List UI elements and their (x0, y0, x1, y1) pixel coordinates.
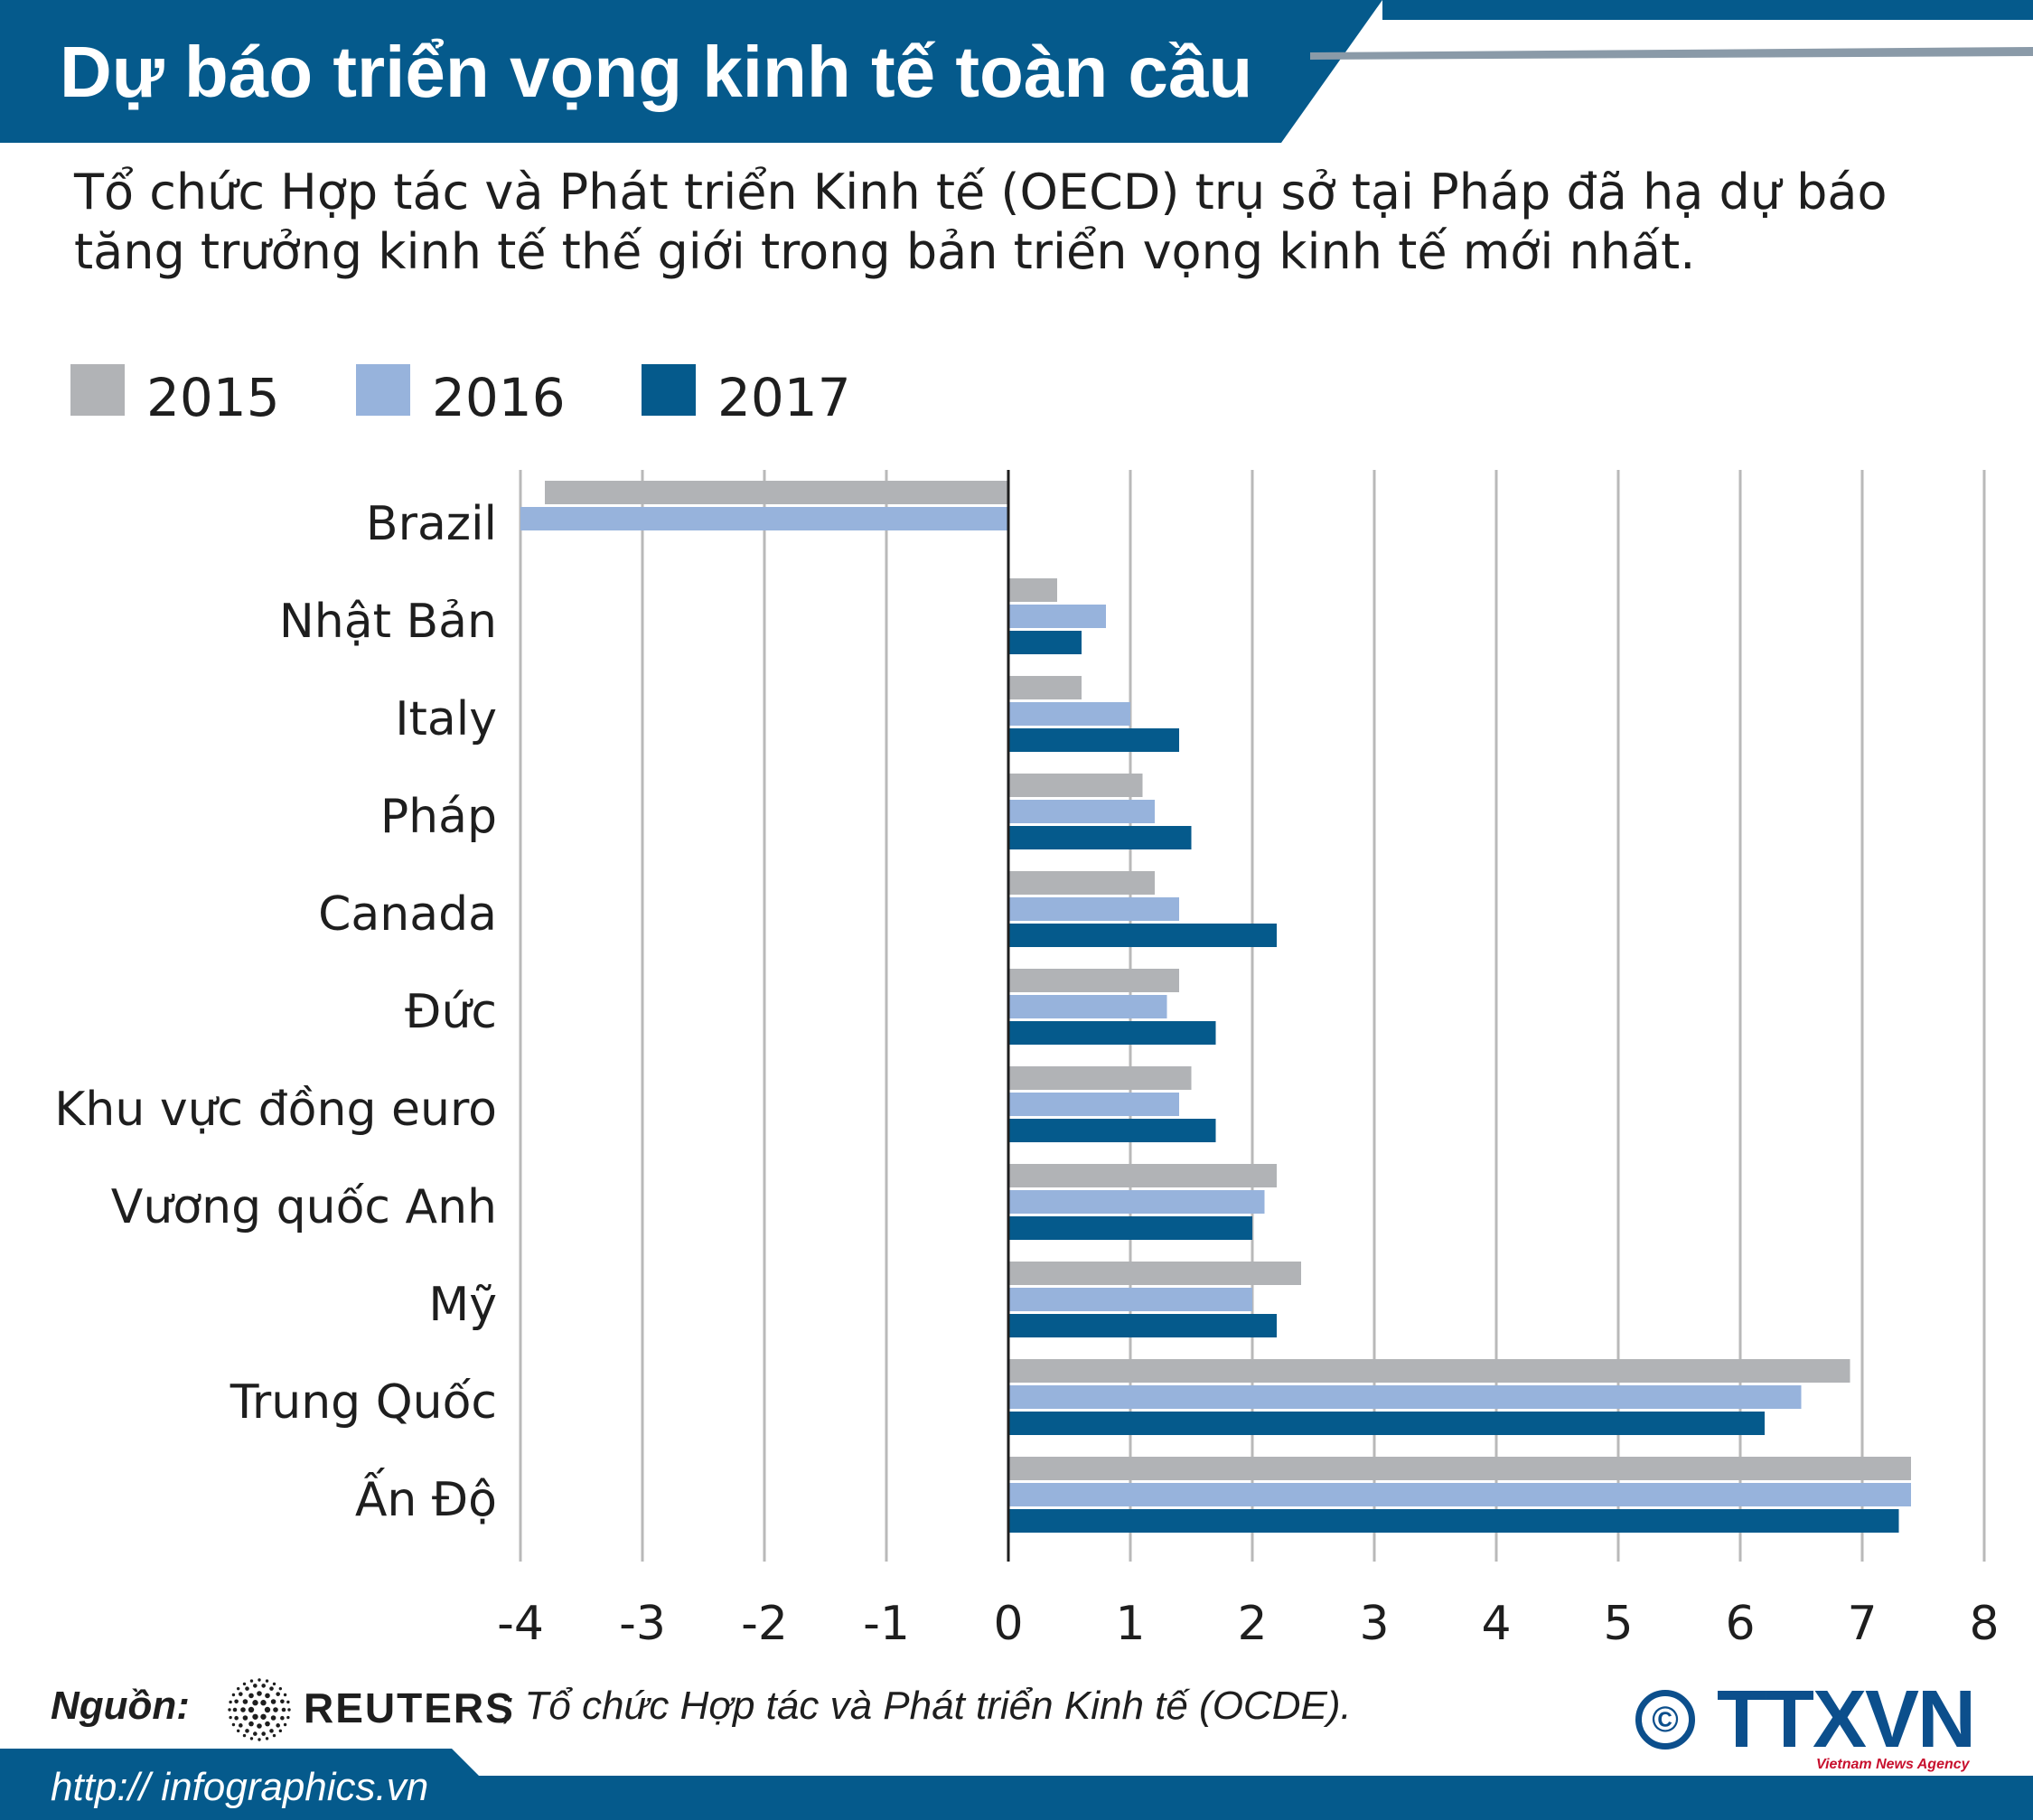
x-tick-label: -2 (741, 1597, 788, 1651)
bar (1008, 676, 1082, 699)
bar (1008, 897, 1179, 921)
bar (1008, 1119, 1216, 1142)
footer-shape (0, 1749, 2033, 1820)
x-tick-label: -4 (497, 1597, 544, 1651)
x-tick-label: 5 (1603, 1597, 1633, 1651)
page-title: Dự báo triển vọng kinh tế toàn cầu (60, 32, 1253, 112)
bar (1008, 1359, 1850, 1383)
agency-subtitle: Vietnam News Agency (1816, 1757, 1970, 1772)
footer-banner (0, 1749, 2033, 1820)
bar (1008, 1021, 1216, 1045)
bar (1008, 1164, 1277, 1187)
bar-chart: Brazil Nhật Bản Italy Pháp Canada Đức Khu vực … (54, 470, 2000, 1651)
header-shape (0, 0, 2033, 143)
page-subtitle: Tổ chức Hợp tác và Phát triển Kinh tế (O… (74, 164, 1888, 280)
legend-label: 2016 (432, 367, 566, 428)
bar (1008, 826, 1192, 849)
bar (520, 507, 1008, 530)
bar (1008, 1190, 1265, 1214)
bar (1008, 1288, 1252, 1311)
bar (1008, 631, 1082, 654)
agency-wordmark: TTXVN (1717, 1675, 1976, 1765)
bar (545, 481, 1008, 504)
source-text: ; Tổ chức Hợp tác và Phát triển Kinh tế … (502, 1684, 1352, 1728)
category-label: Ấn Độ (355, 1467, 497, 1527)
bar (1008, 924, 1277, 947)
legend-swatch (642, 364, 696, 416)
bar (1008, 728, 1179, 752)
x-tick-label: 2 (1237, 1597, 1267, 1651)
category-label: Đức (405, 985, 497, 1039)
x-tick-label: 8 (1969, 1597, 1999, 1651)
bar (1008, 1314, 1277, 1337)
bar (1008, 774, 1143, 797)
bar (1008, 1412, 1765, 1435)
category-label: Canada (318, 887, 497, 942)
agency-logo: TTXVN Vietnam News Agency (1717, 1675, 1988, 1773)
source-label: Nguồn: (51, 1684, 190, 1728)
bar (1008, 969, 1179, 992)
source-line: Nguồn: REUTERS ; Tổ chức Hợp tác và Phát… (51, 1676, 1677, 1741)
category-label: Vương quốc Anh (111, 1180, 497, 1234)
category-label: Brazil (366, 497, 497, 551)
bar (1008, 871, 1155, 895)
bar (1008, 1066, 1192, 1090)
footer-url: http:// infographics.vn (51, 1765, 429, 1809)
category-label: Nhật Bản (279, 595, 497, 649)
category-label: Pháp (380, 790, 497, 844)
bar (1008, 1262, 1301, 1285)
x-tick-label: 1 (1115, 1597, 1145, 1651)
legend-label: 2015 (146, 367, 280, 428)
x-tick-label: 6 (1725, 1597, 1755, 1651)
x-tick-label: 3 (1359, 1597, 1389, 1651)
legend-swatch (356, 364, 410, 416)
reuters-wordmark: REUTERS (304, 1684, 515, 1731)
bar (1008, 1093, 1179, 1116)
legend-swatch (70, 364, 125, 416)
copyright-icon: © (1635, 1690, 1695, 1750)
category-label: Mỹ (428, 1278, 497, 1332)
bar (1008, 578, 1057, 602)
x-tick-label: 4 (1481, 1597, 1511, 1651)
bar (1008, 1385, 1802, 1409)
category-label: Italy (395, 692, 497, 746)
x-tick-label: -1 (863, 1597, 910, 1651)
bar (1008, 702, 1130, 726)
header-banner (0, 0, 2033, 145)
bar (1008, 1216, 1252, 1240)
bar (1008, 1457, 1911, 1480)
bar (1008, 1509, 1899, 1533)
reuters-dots-icon (228, 1678, 291, 1741)
x-tick-label: 7 (1847, 1597, 1877, 1651)
legend-label: 2017 (717, 367, 851, 428)
x-tick-label: 0 (993, 1597, 1023, 1651)
bar (1008, 605, 1106, 628)
category-label: Trung Quốc (230, 1375, 497, 1430)
bar (1008, 1483, 1911, 1506)
bar (1008, 800, 1155, 823)
category-label: Khu vực đồng euro (54, 1083, 497, 1137)
x-tick-label: -3 (619, 1597, 666, 1651)
bar (1008, 995, 1167, 1018)
